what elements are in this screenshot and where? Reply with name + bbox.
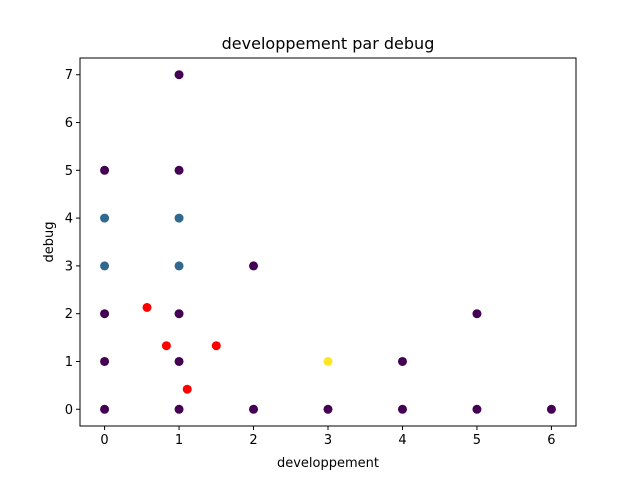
x-tick-label: 4: [398, 433, 406, 448]
data-point: [100, 309, 110, 319]
y-tick-label: 4: [65, 212, 73, 227]
data-point: [174, 70, 184, 80]
x-tick-label: 5: [473, 433, 481, 448]
data-point: [174, 356, 184, 366]
plot-frame: [79, 57, 577, 427]
y-axis: 0 1 2 3 4 5 6 7: [65, 68, 80, 418]
y-tick-label: 2: [65, 307, 73, 322]
data-point: [472, 309, 482, 319]
y-axis-label: debug: [42, 222, 57, 263]
data-point: [323, 404, 333, 414]
y-tick-label: 3: [65, 259, 73, 274]
y-tick-label: 1: [65, 355, 73, 370]
y-tick-label: 6: [65, 116, 73, 131]
x-tick-label: 2: [249, 433, 257, 448]
data-point: [174, 165, 184, 175]
data-point: [100, 261, 110, 271]
data-point: [161, 341, 171, 351]
x-tick-label: 0: [100, 433, 108, 448]
data-point: [249, 404, 259, 414]
chart-title: developpement par debug: [222, 34, 435, 53]
data-point: [174, 404, 184, 414]
y-tick-label: 5: [65, 164, 73, 179]
data-point: [472, 404, 482, 414]
data-point: [100, 165, 110, 175]
y-tick-label: 0: [65, 403, 73, 418]
points-layer: [100, 70, 556, 414]
data-point: [100, 404, 110, 414]
data-point: [174, 261, 184, 271]
x-tick-label: 3: [324, 433, 332, 448]
data-point: [142, 302, 152, 312]
data-point: [249, 261, 259, 271]
data-point: [174, 309, 184, 319]
x-axis-label: developpement: [277, 456, 379, 471]
data-point: [174, 213, 184, 223]
data-point: [397, 404, 407, 414]
data-point: [397, 356, 407, 366]
data-point: [100, 356, 110, 366]
x-axis: 0 1 2 3 4 5 6: [100, 426, 556, 448]
data-point: [182, 384, 192, 394]
data-point: [211, 341, 221, 351]
y-tick-label: 7: [65, 68, 73, 83]
plot-area: [79, 57, 577, 427]
data-point: [323, 356, 333, 366]
x-tick-label: 1: [175, 433, 183, 448]
data-point: [546, 404, 556, 414]
x-tick-label: 6: [547, 433, 555, 448]
data-point: [100, 213, 110, 223]
